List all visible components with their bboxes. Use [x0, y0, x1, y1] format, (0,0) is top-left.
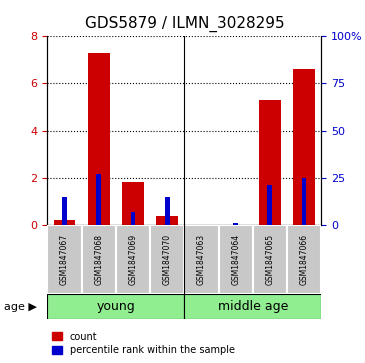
Text: young: young	[96, 300, 135, 313]
Bar	[88, 53, 110, 225]
Text: middle age: middle age	[218, 300, 288, 313]
FancyBboxPatch shape	[82, 225, 116, 294]
FancyBboxPatch shape	[184, 294, 321, 319]
Text: GSM1847064: GSM1847064	[231, 234, 240, 285]
FancyBboxPatch shape	[253, 225, 287, 294]
FancyBboxPatch shape	[150, 225, 184, 294]
FancyBboxPatch shape	[116, 225, 150, 294]
Text: GSM1847070: GSM1847070	[163, 234, 172, 285]
Bar	[268, 185, 272, 225]
Bar	[54, 220, 75, 225]
Bar	[259, 100, 281, 225]
Legend: count, percentile rank within the sample: count, percentile rank within the sample	[52, 331, 235, 355]
Bar	[293, 69, 315, 225]
Bar	[233, 223, 238, 225]
FancyBboxPatch shape	[47, 225, 82, 294]
Bar	[131, 212, 135, 225]
Bar	[96, 174, 101, 225]
Bar	[302, 178, 307, 225]
Text: GSM1847068: GSM1847068	[94, 234, 103, 285]
Bar	[157, 216, 178, 225]
FancyBboxPatch shape	[184, 225, 219, 294]
Bar	[122, 182, 144, 225]
Text: GSM1847063: GSM1847063	[197, 234, 206, 285]
Text: GSM1847065: GSM1847065	[265, 234, 274, 285]
Title: GDS5879 / ILMN_3028295: GDS5879 / ILMN_3028295	[85, 16, 284, 32]
Text: age ▶: age ▶	[4, 302, 36, 312]
Bar	[165, 197, 170, 225]
Text: GSM1847066: GSM1847066	[300, 234, 308, 285]
FancyBboxPatch shape	[47, 294, 184, 319]
FancyBboxPatch shape	[287, 225, 321, 294]
Bar	[62, 197, 67, 225]
Text: GSM1847069: GSM1847069	[128, 234, 138, 285]
FancyBboxPatch shape	[219, 225, 253, 294]
Text: GSM1847067: GSM1847067	[60, 234, 69, 285]
